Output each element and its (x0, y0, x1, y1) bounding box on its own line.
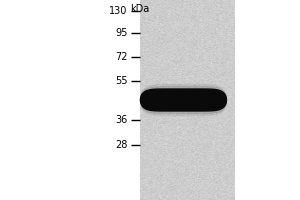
Text: 28: 28 (115, 140, 128, 150)
Text: 130: 130 (109, 6, 128, 16)
Text: 36: 36 (115, 115, 128, 125)
Text: kDa: kDa (130, 4, 150, 14)
Text: 55: 55 (115, 76, 128, 86)
Text: 72: 72 (115, 52, 128, 62)
Bar (140, 0, 234, 200)
Polygon shape (140, 87, 226, 113)
Polygon shape (140, 89, 226, 111)
Polygon shape (140, 85, 226, 115)
Text: 95: 95 (115, 28, 128, 38)
